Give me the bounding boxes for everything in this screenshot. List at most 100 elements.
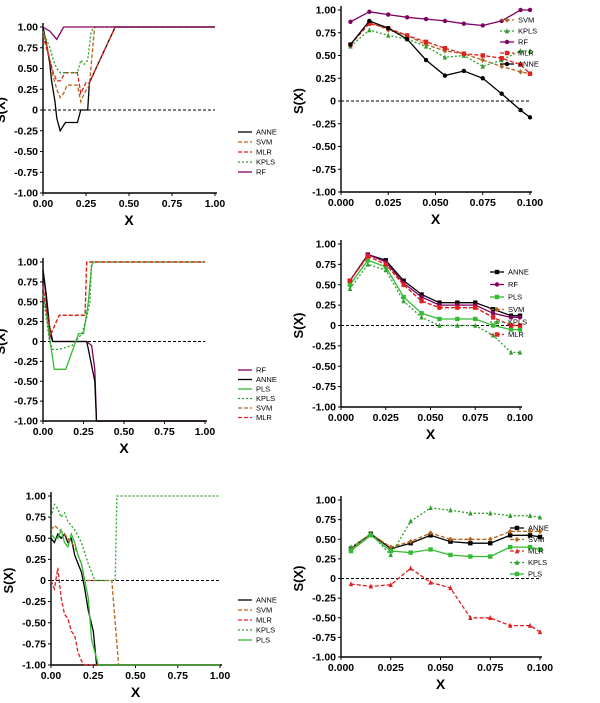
data-point (507, 622, 513, 628)
data-point (527, 512, 533, 518)
legend-marker (504, 39, 510, 45)
y-tick-label: -0.75 (14, 167, 38, 179)
x-tick-label: 0.50 (114, 426, 135, 438)
data-point (367, 18, 372, 24)
legend-label: RF (508, 280, 518, 289)
data-point (499, 91, 504, 96)
x-tick-label: 0.000 (328, 662, 354, 674)
data-point (455, 305, 460, 310)
legend-label: MLR (256, 616, 272, 625)
data-point (401, 294, 406, 300)
data-point (347, 286, 353, 292)
legend: ANNE RF PLS SVM KPLS MLR (490, 268, 529, 339)
legend-label: ANNE (518, 60, 539, 69)
legend-marker (514, 525, 520, 531)
data-point (518, 69, 523, 75)
data-point (517, 323, 523, 328)
data-point (448, 507, 453, 513)
y-tick-label: 0.25 (316, 73, 337, 85)
series-kpls (347, 261, 523, 355)
legend: ANNE SVM MLR KPLS PLS (510, 524, 549, 579)
legend-label: SVM (528, 535, 544, 544)
data-point (537, 629, 543, 635)
chart-p6: 1.000.750.500.250-0.25-0.50-0.75-1.000.0… (291, 495, 553, 693)
data-point (419, 298, 424, 304)
y-tick-label: 0.50 (18, 296, 39, 308)
series-mlr (348, 565, 543, 635)
data-point (517, 315, 523, 320)
y-tick-label: 0 (40, 575, 46, 587)
series-line (42, 261, 205, 370)
data-point (367, 27, 372, 33)
data-point (527, 544, 533, 550)
x-tick-label: 1.00 (205, 198, 226, 210)
data-point (365, 254, 371, 259)
y-axis-label: S(X) (1, 568, 16, 594)
data-point (388, 548, 393, 554)
data-point (455, 316, 460, 322)
legend-label: PLS (528, 570, 542, 579)
series-svm (348, 19, 533, 77)
data-point (537, 514, 543, 520)
y-tick-label: 0.50 (26, 533, 47, 545)
y-tick-label: 0.75 (18, 42, 39, 54)
y-tick-label: -0.25 (312, 340, 336, 352)
data-point (468, 510, 473, 516)
y-tick-label: 1.00 (316, 239, 337, 251)
data-point (488, 536, 493, 542)
x-tick-label: 0.00 (33, 426, 54, 438)
series-kpls (42, 26, 215, 74)
y-tick-label: -0.50 (312, 612, 336, 624)
x-tick-label: 0.25 (83, 670, 104, 682)
data-point (490, 311, 496, 316)
legend-marker (504, 28, 510, 34)
data-point (442, 18, 448, 24)
x-tick-label: 0.50 (119, 198, 140, 210)
y-tick-label: 0 (32, 105, 38, 117)
y-tick-label: -0.75 (312, 164, 336, 176)
data-point (527, 7, 533, 13)
x-tick-label: 0.025 (375, 197, 401, 209)
y-tick-label: 0.25 (18, 316, 39, 328)
legend-label: ANNE (256, 596, 277, 605)
x-axis-label: X (124, 212, 134, 228)
data-point (348, 544, 354, 550)
legend-marker (514, 559, 520, 565)
legend-label: RF (256, 168, 266, 177)
data-point (527, 533, 533, 538)
data-point (508, 349, 514, 355)
legend-marker (514, 571, 520, 577)
legend-label: ANNE (256, 128, 277, 137)
series-line (42, 26, 215, 41)
x-tick-label: 0.75 (162, 198, 183, 210)
data-point (437, 316, 442, 322)
data-point (368, 583, 374, 589)
data-point (461, 21, 467, 26)
data-point (448, 585, 453, 591)
data-point (468, 540, 473, 546)
series-svm (42, 26, 215, 104)
y-tick-label: 1.00 (316, 495, 337, 507)
x-axis-label: X (436, 676, 446, 692)
x-axis-label: X (426, 426, 436, 442)
data-point (490, 323, 496, 328)
y-tick-label: -0.50 (14, 146, 38, 158)
y-tick-label: 0.50 (18, 63, 39, 75)
y-tick-label: 0.75 (18, 276, 39, 288)
data-point (386, 32, 391, 38)
series-rf (348, 7, 533, 28)
x-tick-label: 0.50 (125, 670, 146, 682)
y-tick-label: 0.75 (316, 259, 337, 271)
data-point (507, 544, 513, 550)
y-axis-label: S(X) (291, 566, 306, 592)
data-point (461, 68, 467, 74)
data-point (383, 262, 388, 267)
data-point (508, 323, 514, 328)
data-point (527, 622, 533, 628)
x-tick-label: 0.050 (427, 662, 453, 674)
y-tick-label: 1.00 (316, 5, 337, 17)
x-tick-label: 0.25 (76, 198, 97, 210)
data-point (518, 107, 523, 113)
legend-marker (504, 50, 510, 56)
data-point (428, 547, 433, 552)
